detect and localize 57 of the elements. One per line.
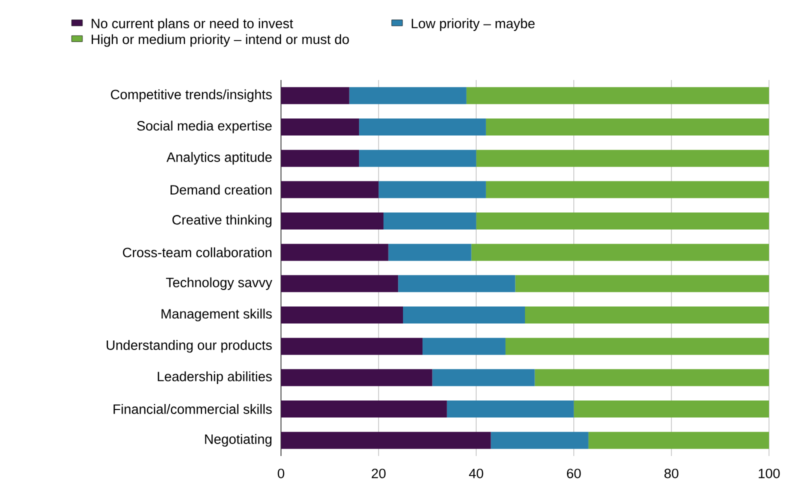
bar: [281, 338, 423, 355]
x-tick-label: 20: [372, 468, 386, 478]
bar: [476, 212, 769, 230]
bar: [281, 150, 360, 167]
bar: [490, 432, 588, 449]
bar: [281, 275, 398, 292]
bar: [398, 275, 516, 292]
bar: [281, 87, 350, 104]
x-tick-label: 0: [278, 468, 284, 478]
y-tick-label: Management skills: [162, 308, 272, 322]
y-tick-label: Negotiating: [205, 434, 272, 447]
y-tick-label: Creative thinking: [172, 214, 272, 228]
x-tick-label: 80: [664, 468, 678, 478]
bar: [525, 306, 769, 324]
bar: [281, 306, 403, 324]
y-tick-label: Financial/commercial skills: [114, 404, 272, 414]
bar: [486, 181, 769, 198]
bar: [476, 150, 769, 167]
y-tick-label: Competitive trends/insights: [110, 89, 272, 102]
bar: [359, 118, 486, 136]
bar: [281, 244, 388, 261]
legend-label: High or medium priority – intend or must do: [92, 34, 349, 47]
bar: [403, 306, 525, 324]
bar: [281, 181, 379, 198]
bar: [446, 400, 574, 418]
bar: [515, 275, 769, 292]
bar: [466, 87, 769, 104]
bar: [281, 369, 432, 386]
bar: [281, 212, 384, 230]
bar: [281, 432, 491, 449]
bar: [383, 212, 476, 230]
y-tick-label: Cross-team collaboration: [122, 247, 272, 258]
y-tick-label: Social media expertise: [137, 120, 272, 134]
x-tick-label: 40: [469, 468, 484, 478]
bar: [359, 150, 476, 167]
y-tick-label: Demand creation: [170, 184, 272, 195]
x-tick-label: 100: [758, 468, 780, 478]
bar: [349, 87, 466, 104]
legend-label: No current plans or need to invest: [92, 18, 294, 31]
bar: [574, 400, 769, 418]
x-tick-label: 60: [566, 468, 581, 478]
legend-label: Low priority – maybe: [412, 18, 535, 31]
y-tick-label: Leadership abilities: [158, 371, 272, 384]
y-tick-label: Analytics aptitude: [166, 152, 272, 165]
y-tick-label: Technology savvy: [166, 277, 272, 290]
bar: [388, 244, 472, 261]
bar: [486, 118, 769, 136]
bar: [471, 244, 769, 261]
bar: [505, 338, 769, 355]
bar: [281, 400, 447, 418]
bar: [588, 432, 769, 449]
bar: [432, 369, 535, 386]
bar: [378, 181, 486, 198]
bar: [422, 338, 506, 355]
bar: [534, 369, 769, 386]
bar: [281, 118, 360, 136]
y-tick-label: Understanding our products: [106, 340, 272, 353]
